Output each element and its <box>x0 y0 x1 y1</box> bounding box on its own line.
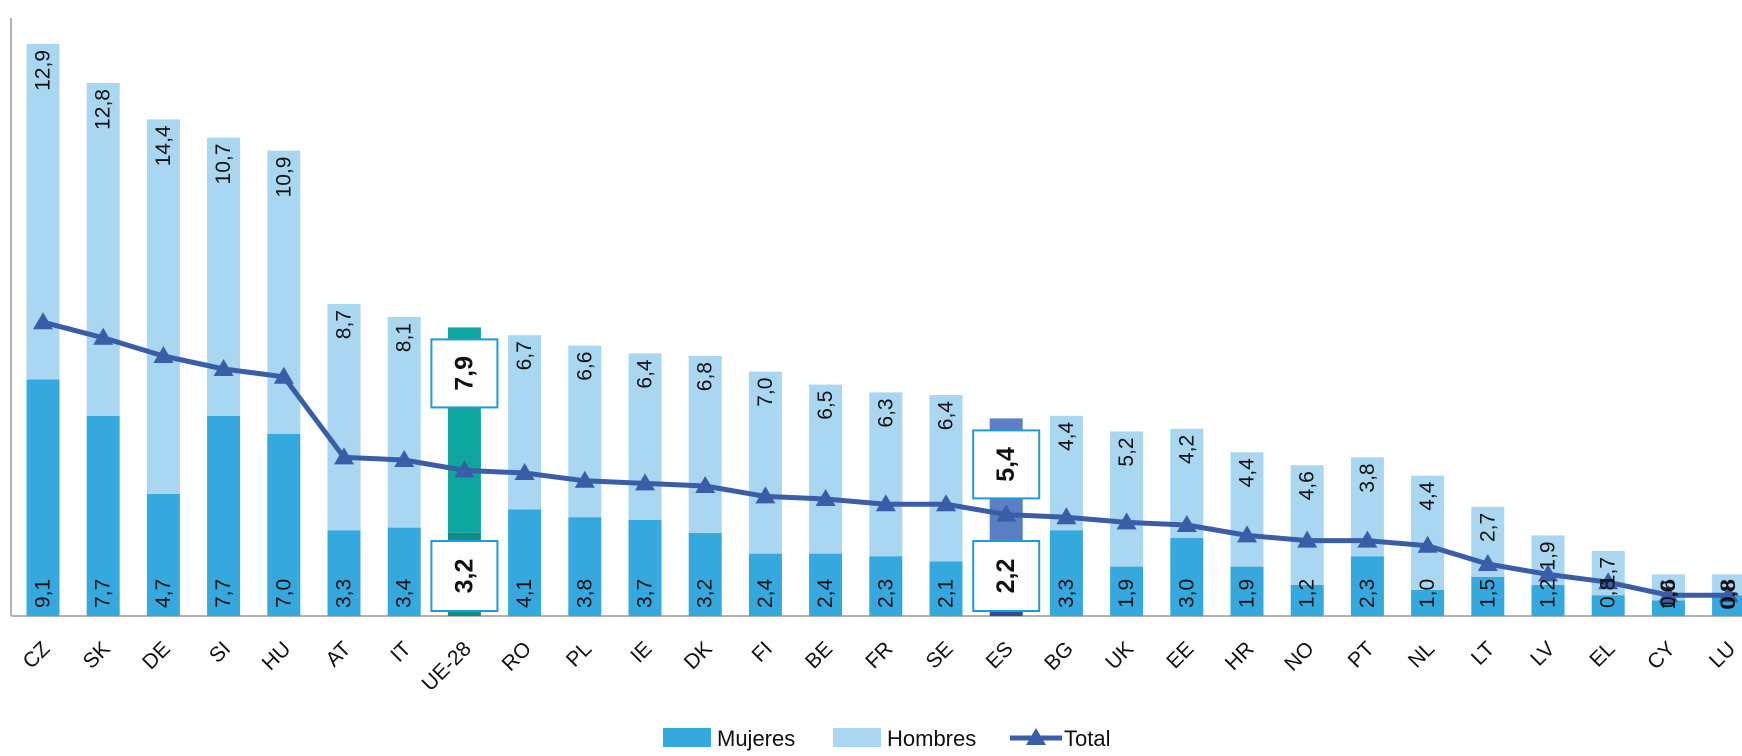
x-label-at: AT <box>321 637 355 671</box>
label-mujeres-cz: 9,1 <box>32 579 55 608</box>
label-hombres-bg: 4,4 <box>1055 421 1078 451</box>
label-hombres-nl: 4,4 <box>1416 481 1439 511</box>
x-label-it: IT <box>386 637 416 667</box>
x-label-fi: FI <box>747 637 776 666</box>
legend-label-mujeres: Mujeres <box>717 726 795 751</box>
label-hombres-cz: 12,9 <box>32 50 55 91</box>
x-label-ro: RO <box>498 637 537 676</box>
label-mujeres-uk: 1,9 <box>1115 579 1138 608</box>
label-hombres-be: 6,5 <box>814 391 837 420</box>
legend-swatch-hombres <box>833 728 881 747</box>
label-hombres-ee: 4,2 <box>1175 435 1198 464</box>
label-mujeres-fr: 2,3 <box>874 579 897 608</box>
label-mujeres-fi: 2,4 <box>754 578 777 608</box>
x-label-ie: IE <box>626 637 656 667</box>
label-mujeres-ue-28: 3,2 <box>450 559 478 594</box>
label-hombres-fi: 7,0 <box>754 378 777 407</box>
x-label-se: SE <box>921 637 957 673</box>
x-label-de: DE <box>138 637 175 674</box>
legend-label-hombres: Hombres <box>887 726 976 751</box>
label-hombres-uk: 5,2 <box>1115 437 1138 466</box>
label-hombres-ro: 6,7 <box>513 341 536 370</box>
x-label-pt: PT <box>1344 637 1379 672</box>
label-hombres-fr: 6,3 <box>874 398 897 427</box>
label-mujeres-no: 1,2 <box>1296 579 1319 608</box>
label-hombres-de: 14,4 <box>152 125 175 166</box>
x-label-bg: BG <box>1040 637 1078 675</box>
label-hombres-el: 1,7 <box>1597 557 1620 586</box>
legend-swatch-mujeres <box>663 728 711 747</box>
bar-hombres-sk <box>87 83 120 416</box>
label-mujeres-sk: 7,7 <box>92 579 115 608</box>
label-mujeres-hr: 1,9 <box>1236 579 1259 608</box>
legend: Mujeres Hombres Total <box>663 726 1110 751</box>
bar-hombres-de <box>147 119 180 493</box>
x-label-no: NO <box>1280 637 1319 676</box>
label-mujeres-nl: 1,0 <box>1416 579 1439 608</box>
label-mujeres-ie: 3,7 <box>634 579 657 608</box>
legend-label-total: Total <box>1064 726 1110 751</box>
label-hombres-lu: 0,8 <box>1717 580 1740 609</box>
label-mujeres-at: 3,3 <box>333 579 356 608</box>
label-mujeres-lv: 1,2 <box>1537 579 1560 608</box>
label-mujeres-pl: 3,8 <box>573 579 596 608</box>
x-label-lv: LV <box>1526 637 1559 670</box>
label-hombres-no: 4,6 <box>1296 471 1319 500</box>
x-label-hu: HU <box>258 637 296 675</box>
x-label-fr: FR <box>861 637 897 673</box>
callout-hombres-ue-28: 7,9 <box>431 339 497 407</box>
x-label-cz: CZ <box>18 637 54 673</box>
label-mujeres-pt: 2,3 <box>1356 579 1379 608</box>
x-label-ue-28: UE-28 <box>418 637 476 695</box>
label-mujeres-hu: 7,0 <box>272 579 295 608</box>
callout-hombres-es: 5,4 <box>973 430 1039 498</box>
label-mujeres-de: 4,7 <box>152 579 175 608</box>
label-hombres-at: 8,7 <box>333 310 356 339</box>
x-label-nl: NL <box>1404 637 1439 672</box>
x-label-lu: LU <box>1705 637 1740 672</box>
label-mujeres-si: 7,7 <box>212 579 235 608</box>
label-hombres-cy: 1,0 <box>1657 580 1680 609</box>
label-mujeres-se: 2,1 <box>935 579 958 608</box>
x-label-dk: DK <box>680 637 717 674</box>
x-label-be: BE <box>801 637 837 673</box>
callout-mujeres-es: 2,2 <box>973 541 1039 611</box>
label-mujeres-lt: 1,5 <box>1476 579 1499 608</box>
x-label-hr: HR <box>1221 637 1259 675</box>
x-label-si: SI <box>205 637 235 667</box>
label-hombres-es: 5,4 <box>992 447 1020 482</box>
label-mujeres-bg: 3,3 <box>1055 579 1078 608</box>
x-label-uk: UK <box>1101 637 1138 674</box>
label-hombres-lv: 1,9 <box>1537 541 1560 570</box>
label-mujeres-ee: 3,0 <box>1175 579 1198 608</box>
label-mujeres-it: 3,4 <box>393 578 416 608</box>
x-label-ee: EE <box>1162 637 1198 673</box>
x-label-sk: SK <box>79 637 115 673</box>
label-hombres-hr: 4,4 <box>1236 458 1259 488</box>
x-label-es: ES <box>982 637 1018 673</box>
x-label-pl: PL <box>562 637 596 671</box>
label-hombres-lt: 2,7 <box>1476 513 1499 542</box>
label-hombres-ue-28: 7,9 <box>450 356 478 391</box>
label-hombres-pl: 6,6 <box>573 352 596 381</box>
callout-mujeres-ue-28: 3,2 <box>431 541 497 611</box>
label-hombres-it: 8,1 <box>393 323 416 352</box>
label-hombres-ie: 6,4 <box>634 359 657 389</box>
label-hombres-sk: 12,8 <box>92 89 115 130</box>
label-hombres-pt: 3,8 <box>1356 463 1379 492</box>
label-mujeres-dk: 3,2 <box>694 579 717 608</box>
label-hombres-dk: 6,8 <box>694 362 717 391</box>
label-mujeres-es: 2,2 <box>992 559 1020 594</box>
label-hombres-hu: 10,9 <box>272 157 295 198</box>
label-mujeres-ro: 4,1 <box>513 579 536 608</box>
x-label-cy: CY <box>1643 637 1680 674</box>
label-mujeres-be: 2,4 <box>814 578 837 608</box>
label-hombres-si: 10,7 <box>212 144 235 185</box>
x-label-lt: LT <box>1467 637 1500 670</box>
x-label-el: EL <box>1585 637 1619 671</box>
label-hombres-se: 6,4 <box>935 401 958 431</box>
